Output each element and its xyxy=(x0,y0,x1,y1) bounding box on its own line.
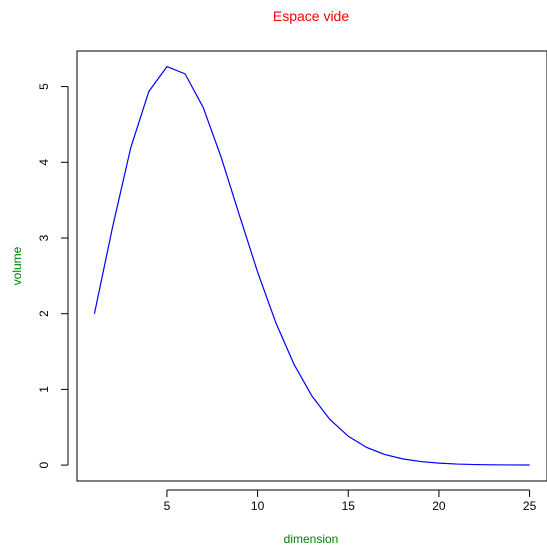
x-tick-label: 25 xyxy=(523,499,537,513)
y-tick-label: 2 xyxy=(37,310,51,317)
series-line xyxy=(93,66,530,466)
series-layer xyxy=(93,66,530,466)
y-axis: 0 1 2 3 4 5 xyxy=(37,83,69,468)
plot-frame xyxy=(76,50,547,482)
x-tick-label: 15 xyxy=(342,499,356,513)
y-tick-label: 1 xyxy=(37,386,51,393)
x-axis-label: dimension xyxy=(284,532,339,546)
y-tick-label: 3 xyxy=(37,234,51,241)
x-axis: 5 10 15 20 25 xyxy=(164,489,537,513)
x-tick-label: 5 xyxy=(164,499,171,513)
y-axis-label: volume xyxy=(10,246,24,285)
y-tick-label: 0 xyxy=(37,461,51,468)
x-tick-label: 20 xyxy=(432,499,446,513)
y-tick-label: 4 xyxy=(37,159,51,166)
y-tick-label: 5 xyxy=(37,83,51,90)
x-tick-label: 10 xyxy=(251,499,265,513)
chart-title: Espace vide xyxy=(273,8,349,24)
